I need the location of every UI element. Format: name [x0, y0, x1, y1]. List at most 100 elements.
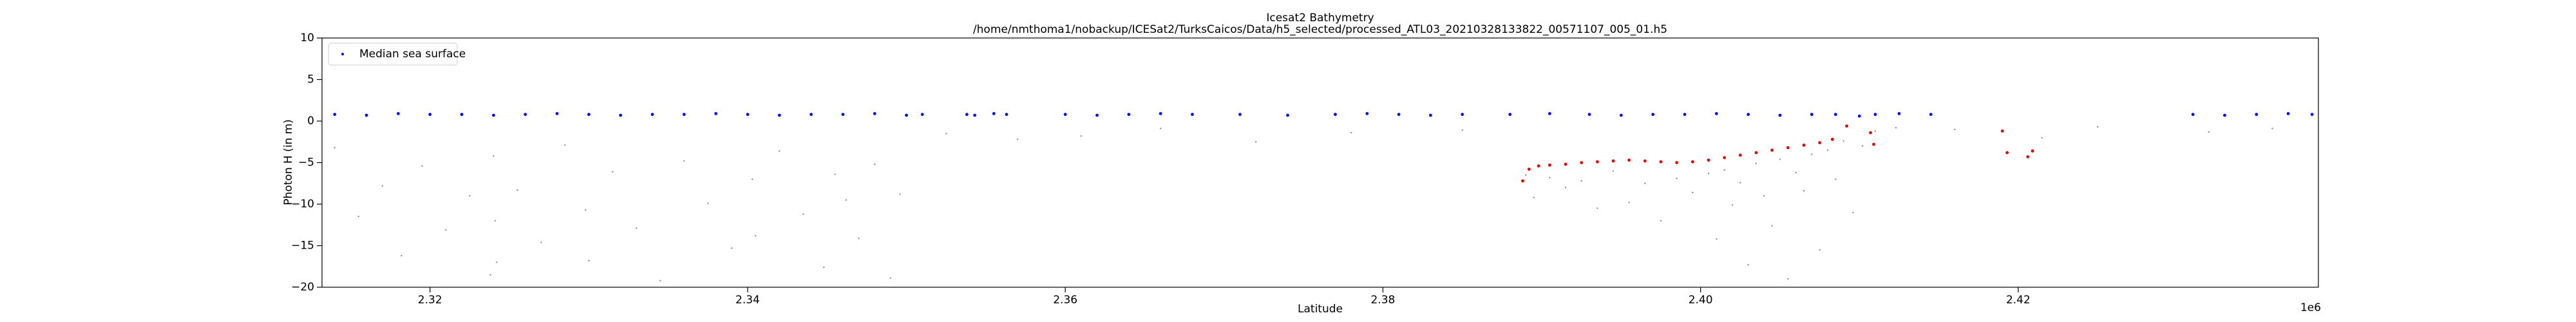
point — [1675, 161, 1679, 164]
point — [1778, 113, 1782, 117]
point — [1716, 238, 1718, 240]
point — [1350, 131, 1352, 134]
point — [1690, 160, 1694, 164]
point — [1612, 170, 1615, 172]
point — [357, 216, 359, 218]
point — [659, 279, 661, 281]
point — [752, 178, 753, 180]
point — [1676, 177, 1678, 180]
point — [1191, 113, 1194, 117]
point — [1365, 111, 1369, 115]
point — [992, 111, 996, 115]
point — [1819, 249, 1821, 251]
point — [1397, 113, 1401, 117]
point — [1549, 176, 1551, 178]
point — [1533, 196, 1535, 198]
point — [841, 113, 845, 117]
point — [1811, 153, 1813, 155]
point — [1651, 113, 1655, 117]
point — [1548, 111, 1551, 115]
point — [1429, 113, 1432, 117]
point — [1627, 158, 1631, 162]
point — [2223, 113, 2226, 117]
point — [1857, 114, 1861, 118]
point — [1564, 187, 1567, 189]
point — [1872, 142, 1875, 146]
chart-title: Icesat2 Bathymetry — [1266, 12, 1374, 24]
point — [873, 111, 876, 115]
point — [1005, 113, 1009, 117]
point — [1818, 141, 1822, 144]
x-offset-label: 1e6 — [2300, 301, 2321, 314]
point — [1869, 131, 1872, 135]
point — [1334, 113, 1337, 117]
point — [1873, 113, 1877, 117]
point — [1954, 128, 1956, 131]
point — [491, 113, 495, 117]
point — [1802, 144, 1806, 147]
point — [1723, 169, 1725, 171]
legend-marker — [341, 53, 344, 55]
point — [1521, 179, 1524, 183]
point — [779, 150, 781, 152]
plot-frame — [321, 37, 2319, 288]
point — [1692, 191, 1694, 194]
point — [777, 113, 781, 117]
point — [1016, 138, 1019, 140]
point — [365, 113, 368, 117]
point — [421, 165, 423, 167]
point — [1842, 140, 1844, 142]
point — [1723, 156, 1727, 160]
point — [1747, 113, 1750, 117]
point — [1527, 167, 1531, 171]
point — [469, 194, 471, 197]
point — [1595, 160, 1599, 164]
point — [636, 227, 638, 229]
point — [564, 144, 566, 146]
point — [746, 113, 750, 117]
point — [1659, 160, 1663, 164]
point — [1739, 182, 1741, 184]
point — [1619, 113, 1623, 117]
legend-label: Median sea surface — [359, 48, 466, 61]
point — [516, 189, 518, 191]
point — [889, 277, 892, 279]
point — [2271, 128, 2273, 129]
point — [1255, 141, 1257, 143]
point — [731, 247, 733, 249]
point — [1707, 173, 1710, 175]
y-tick-label: 5 — [307, 73, 314, 86]
x-axis-label: Latitude — [1298, 303, 1343, 316]
point — [489, 274, 491, 276]
point — [1537, 164, 1540, 168]
point — [1771, 225, 1773, 227]
legend-box — [328, 43, 458, 66]
point — [1095, 113, 1099, 117]
point — [1862, 145, 1864, 147]
point — [1852, 211, 1854, 214]
point — [1787, 278, 1789, 280]
point — [905, 113, 908, 117]
point — [1580, 161, 1584, 164]
point — [1643, 159, 1647, 163]
point — [2041, 137, 2043, 138]
point — [1080, 135, 1083, 137]
point — [1628, 202, 1630, 204]
y-tick-label: 10 — [300, 32, 314, 44]
point — [899, 193, 901, 195]
x-tick-label: 2.34 — [735, 294, 760, 307]
point — [1587, 113, 1591, 117]
point — [585, 209, 587, 211]
point — [1714, 111, 1718, 115]
point — [1826, 149, 1829, 151]
point — [396, 111, 400, 115]
point — [496, 261, 498, 263]
point — [965, 113, 969, 117]
point — [460, 113, 464, 117]
point — [540, 242, 542, 243]
point — [555, 111, 559, 115]
point — [707, 202, 709, 204]
point — [1159, 128, 1162, 129]
point — [920, 113, 924, 117]
point — [834, 173, 836, 175]
